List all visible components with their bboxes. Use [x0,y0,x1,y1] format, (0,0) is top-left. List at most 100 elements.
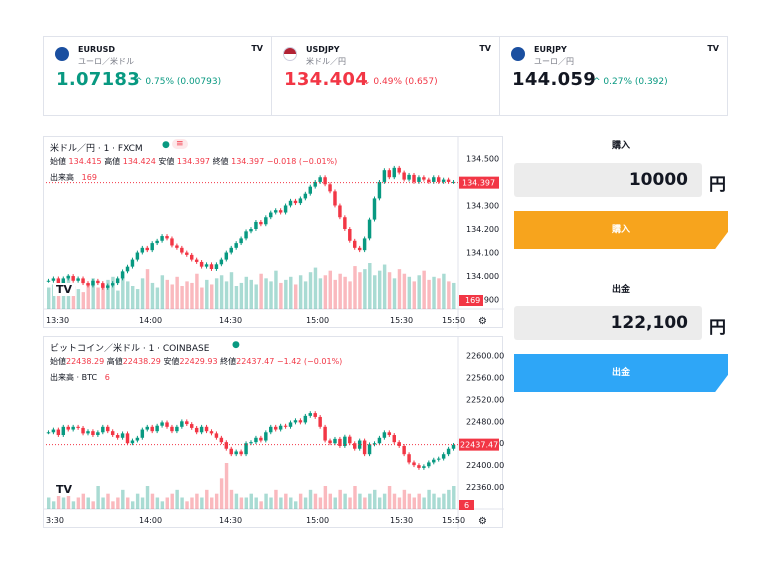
candle-body [115,435,120,438]
sell-button[interactable]: 出金 [514,354,728,392]
volume-bar [229,489,234,509]
volume-bar [61,497,66,509]
candle-body [397,442,401,446]
btcusd-chart[interactable]: 22600.0022560.0022520.0022480.0022440.00… [43,336,504,529]
ticker-usdjpy[interactable]: USDJPY 米ドル／円 134.404 ⌄ 0.49% (0.657) TV [271,36,500,116]
candle-body [353,240,357,248]
candle-body [135,437,140,441]
volume-bar [155,497,160,509]
candle-body [446,179,451,182]
candle-body [81,278,85,284]
candle-body [199,261,204,267]
candle-body [194,259,199,262]
sell-label: 出金 [612,285,631,295]
candle-body [338,205,342,218]
volume-bar [56,493,61,509]
volume-bar [274,489,278,509]
candle-body [362,440,367,455]
volume-bar [96,486,100,509]
volume-bar [284,493,288,509]
volume-bar [269,281,273,309]
candle-body [46,432,51,434]
volume-bar [377,497,382,509]
candle-body [264,217,268,225]
candle-body [204,264,209,267]
candle-body [66,276,70,279]
usdjpy-chart-canvas[interactable]: 134.500134.400134.300134.200134.100134.0… [44,137,504,329]
volume-bar [185,501,189,509]
volume-bar [229,272,234,309]
candle-body [357,440,362,449]
candle-body [264,432,268,441]
volume-bar [200,287,204,309]
candle-body [441,454,446,459]
candle-body [343,217,347,229]
volume-bar [130,501,135,509]
ticker-price: 144.059 [512,69,597,90]
tradingview-logo-icon[interactable]: TV [251,44,263,53]
sell-amount-input[interactable]: 122,100 [514,306,702,340]
candle-body [244,443,248,455]
candle-body [407,454,411,463]
volume-bar [279,282,283,309]
ticker-eurjpy[interactable]: EURJPY ユーロ／円 144.059 ^ 0.27% (0.392) TV [499,36,728,116]
volume-bar [333,497,337,509]
volume-bar [101,497,105,509]
tradingview-logo-icon[interactable]: TV [707,44,719,53]
candle-body [367,444,372,455]
btcusd-chart-canvas[interactable]: 22600.0022560.0022520.0022480.0022440.00… [44,337,504,529]
candle-body [387,170,392,178]
candle-body [86,283,90,286]
buy-button[interactable]: 購入 [514,211,728,249]
candle-body [288,200,293,206]
tradingview-logo-icon[interactable]: TV [479,44,491,53]
volume-bar [427,279,431,309]
volume-bar [279,497,283,509]
volume-bar [47,497,51,509]
volume-bar [47,287,51,309]
tradingview-watermark-icon[interactable]: TV [53,483,76,496]
volume-bar [432,276,436,309]
volume-bar [205,489,209,509]
candle-body [303,415,308,423]
candle-body [224,442,229,449]
volume-bar [239,282,244,309]
candle-body [382,432,387,438]
candle-body [254,437,258,443]
volume-bar [145,486,150,509]
candle-body [170,238,174,246]
buy-amount-input[interactable]: 10000 [514,163,702,197]
usdjpy-chart[interactable]: 134.500134.400134.300134.200134.100134.0… [43,136,504,329]
candle-body [110,431,115,436]
time-tick-label: 15:00 [306,516,329,525]
price-tick-label: 134.300 [466,201,499,210]
tradingview-watermark-icon[interactable]: TV [53,283,76,296]
volume-bar [135,289,140,309]
chart-ohlc: 始値 134.415 高値 134.424 安値 134.397 終値 134.… [50,157,338,166]
candle-body [91,431,95,436]
volume-bar [293,501,298,509]
volume-bar [452,486,456,509]
volume-bar [338,489,342,509]
volume-bar [91,278,95,309]
candle-body [180,247,184,253]
ticker-eurusd[interactable]: EURUSD ユーロ／米ドル 1.07183 ^ 0.75% (0.00793)… [43,36,272,116]
candle-body [234,451,238,455]
volume-bar [130,286,135,309]
candle-body [402,445,406,455]
candle-body [377,181,382,199]
volume-bar [200,497,204,509]
us-flag-icon [283,47,297,61]
candle-body [204,426,209,432]
candle-body [372,198,377,220]
volume-bar [269,497,273,509]
chart-flag-icon[interactable]: ≡ [172,139,188,149]
volume-bar [150,282,155,309]
volume-bar [121,489,125,509]
volume-tag-label: 169 [465,296,480,305]
volume-bar [303,281,308,309]
candle-body [348,436,352,444]
candle-body [185,252,189,255]
candle-body [259,221,263,225]
chart-live-dot-icon: ● [232,340,240,350]
